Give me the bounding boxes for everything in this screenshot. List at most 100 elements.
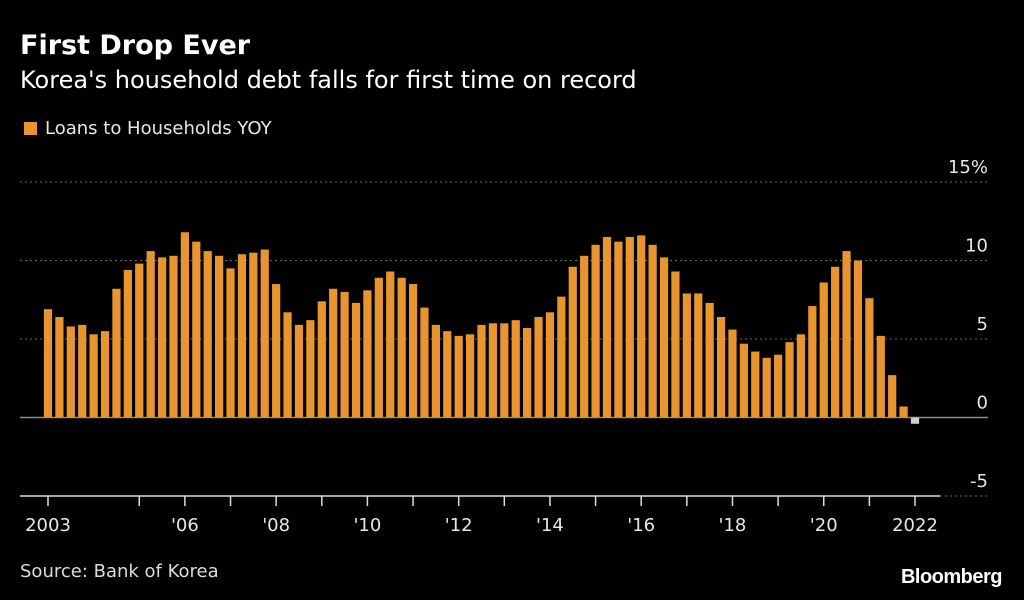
bar <box>888 375 897 418</box>
source-note: Source: Bank of Korea <box>20 561 219 582</box>
bar <box>865 298 874 418</box>
x-tick-label: '06 <box>171 515 199 536</box>
bar <box>545 312 555 418</box>
bar <box>477 324 486 418</box>
x-tick-label: 2022 <box>892 515 938 536</box>
bar <box>215 255 224 418</box>
bar <box>386 271 395 418</box>
bar <box>146 251 155 418</box>
bar <box>465 334 475 418</box>
bar <box>682 293 691 418</box>
bar <box>112 288 121 418</box>
y-tick-label: -5 <box>970 471 988 492</box>
bar <box>637 235 646 418</box>
bar <box>625 236 634 418</box>
y-tick-label: 10 <box>965 236 988 257</box>
bar <box>420 307 429 418</box>
bar <box>659 257 669 418</box>
bar <box>43 309 53 418</box>
bar <box>899 406 908 418</box>
bar <box>716 317 726 418</box>
bar <box>55 317 64 418</box>
bar <box>180 232 190 418</box>
bar <box>500 323 509 418</box>
bar <box>135 263 144 418</box>
bar <box>762 357 771 418</box>
bar <box>283 312 292 418</box>
y-tick-label: 5 <box>977 314 988 335</box>
bar <box>568 266 577 418</box>
x-tick-label: '20 <box>810 515 838 536</box>
bar <box>910 417 920 424</box>
bar <box>808 306 817 418</box>
bar <box>557 296 566 418</box>
bar <box>408 284 418 418</box>
bar <box>203 251 212 418</box>
chart-title: First Drop Ever <box>20 30 251 61</box>
bar <box>785 342 794 418</box>
bar <box>123 269 132 418</box>
x-tick-label: 2003 <box>25 515 71 536</box>
legend-swatch <box>24 122 37 135</box>
bar <box>773 354 783 418</box>
bar <box>100 331 110 418</box>
bar <box>694 293 703 418</box>
bar <box>591 244 600 418</box>
bar <box>751 351 760 418</box>
bar <box>876 335 885 418</box>
bar <box>671 271 680 418</box>
bar <box>226 268 235 418</box>
legend: Loans to Households YOY <box>24 118 272 139</box>
legend-label: Loans to Households YOY <box>45 118 272 139</box>
bar <box>157 257 167 418</box>
bar <box>853 260 863 418</box>
bar <box>66 326 75 418</box>
bar <box>169 255 178 418</box>
bar <box>397 277 406 418</box>
bar <box>340 291 349 418</box>
bar <box>260 249 269 418</box>
bar <box>272 284 281 418</box>
bar <box>842 251 851 418</box>
bar <box>511 320 520 418</box>
bar <box>374 277 383 418</box>
x-tick-label: '08 <box>262 515 290 536</box>
bar <box>819 282 828 418</box>
bar <box>648 244 657 418</box>
x-tick-label: '16 <box>627 515 655 536</box>
bar <box>443 331 452 418</box>
bar <box>89 334 98 418</box>
bar <box>488 323 498 418</box>
bar <box>249 252 258 418</box>
bar <box>78 324 87 418</box>
x-tick-label: '18 <box>719 515 747 536</box>
y-tick-label: 15% <box>948 157 988 178</box>
bar <box>363 290 372 418</box>
bar <box>237 254 247 418</box>
bar <box>454 335 463 418</box>
bar <box>431 324 440 418</box>
bar <box>728 329 737 418</box>
bar <box>614 241 623 418</box>
bar <box>739 343 748 418</box>
bloomberg-logo: Bloomberg <box>900 566 1003 588</box>
bar <box>192 241 201 418</box>
bar <box>534 317 543 418</box>
bar <box>796 334 806 418</box>
x-tick-label: '10 <box>353 515 381 536</box>
bar <box>831 266 840 418</box>
bar <box>294 324 304 418</box>
x-tick-label: '14 <box>536 515 564 536</box>
bar <box>523 328 532 418</box>
y-tick-label: 0 <box>977 393 988 414</box>
bar <box>580 255 589 418</box>
bar <box>317 301 326 418</box>
bar <box>306 320 315 418</box>
x-tick-label: '12 <box>445 515 473 536</box>
chart-subtitle: Korea's household debt falls for first t… <box>20 66 637 94</box>
bar <box>602 236 612 418</box>
bar <box>351 302 361 418</box>
bar <box>705 302 714 418</box>
bar <box>329 288 338 418</box>
